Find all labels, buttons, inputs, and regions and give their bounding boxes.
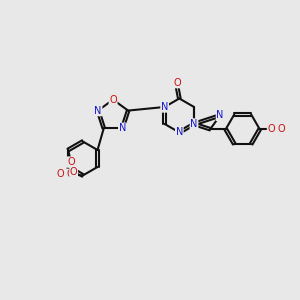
Text: N: N xyxy=(161,102,168,112)
Text: O: O xyxy=(70,167,77,177)
Text: O: O xyxy=(173,78,181,88)
Text: N: N xyxy=(94,106,102,116)
Text: O: O xyxy=(109,95,117,105)
Text: O: O xyxy=(268,124,275,134)
Text: N: N xyxy=(217,110,224,121)
Text: O: O xyxy=(67,169,75,179)
Text: O: O xyxy=(57,169,64,179)
Text: N: N xyxy=(119,123,126,133)
Text: O: O xyxy=(67,157,75,167)
Text: O: O xyxy=(278,124,285,134)
Text: N: N xyxy=(176,128,183,137)
Text: N: N xyxy=(190,119,198,129)
